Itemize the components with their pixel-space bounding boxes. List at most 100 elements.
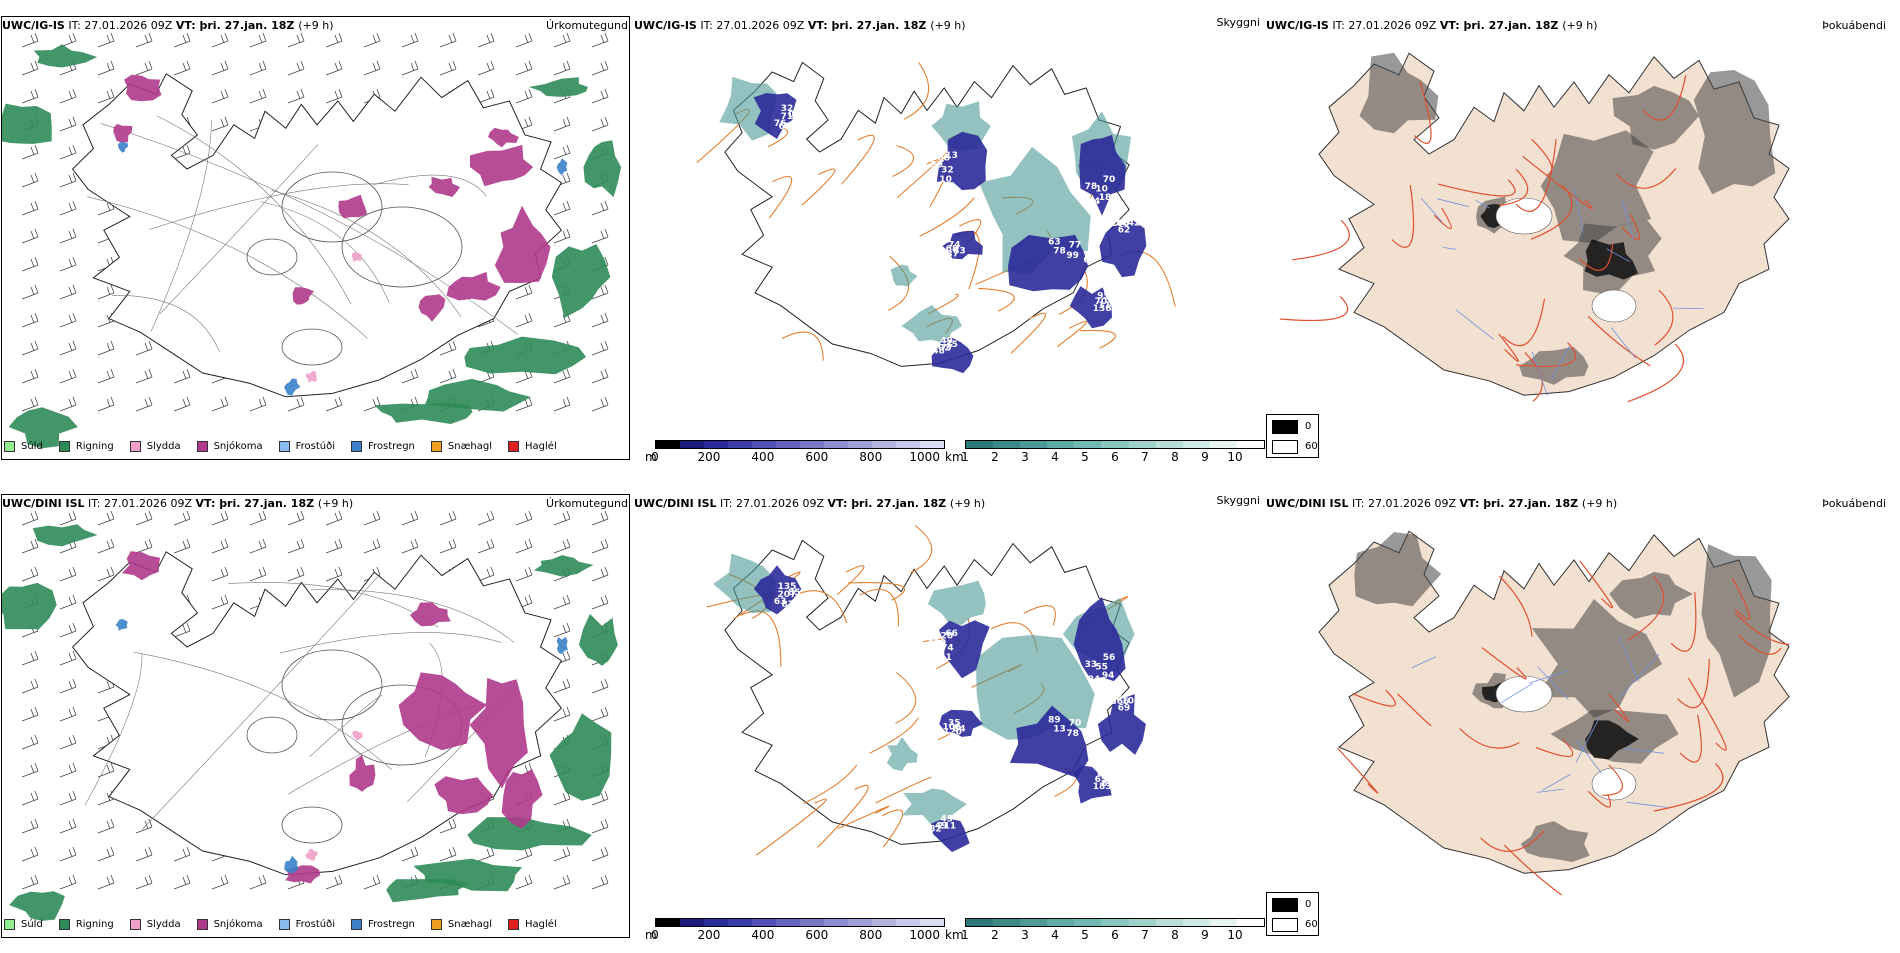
precip-type-map [2, 510, 618, 921]
legend-swatch [508, 440, 520, 452]
model-name: UWC/DINI ISL [634, 497, 717, 510]
init-time-value: 27.01.2026 09Z [736, 497, 828, 510]
fog-indicator-panel: UWC/DINI ISL IT: 27.01.2026 09Z VT: þri.… [1264, 478, 1900, 953]
visibility-label: 138 [1093, 304, 1112, 314]
fog-legend: 0 60 [1266, 892, 1319, 936]
visibility-label: 10 [939, 175, 952, 185]
height-unit: m [645, 450, 657, 464]
legend-swatch [351, 918, 362, 930]
valid-time-label: VT: [827, 497, 852, 510]
visibility-label: 59 [931, 161, 944, 171]
lead-time: (+9 h) [298, 19, 334, 32]
visibility-label: 87 [782, 600, 795, 610]
visibility-map: 3210637014895836408327818220270871067159… [696, 61, 1176, 374]
colorbar-tick: 4 [1051, 450, 1059, 464]
legend-label: Rigning [75, 440, 114, 452]
legend-label: Frostregn [368, 440, 415, 452]
visibility-label: 49 [940, 337, 953, 347]
visibility-label: 89 [1048, 715, 1061, 725]
legend-label: Snjókoma [213, 440, 263, 452]
visibility-label: 78 [1053, 246, 1066, 256]
visibility-colorbar: km 1 2 3 4 5 6 7 8 9 10 [945, 918, 1265, 944]
visibility-label: 84 [1088, 197, 1101, 207]
legend-item-snjókoma: Snjókoma [196, 440, 263, 452]
visibility-unit: km [945, 928, 964, 942]
model-name: UWC/IG-IS [1266, 19, 1329, 32]
fog-legend-label: 0 [1305, 899, 1312, 910]
legend-item-súld: Súld [4, 918, 43, 930]
lead-time: (+9 h) [1581, 497, 1618, 510]
visibility-label: 70 [1095, 297, 1108, 307]
visibility-label: 148 [926, 346, 945, 356]
visibility-label: 33 [1085, 660, 1098, 670]
visibility-label: 66 [945, 629, 958, 639]
visibility-label: 85 [788, 588, 801, 598]
colorbar-tick: 800 [859, 928, 883, 942]
colorbar-tick: 7 [1141, 928, 1149, 942]
visibility-label: 113 [1098, 301, 1117, 311]
colorbar-tick: 200 [697, 450, 721, 464]
model-name: UWC/IG-IS [2, 19, 65, 32]
terrain-height-colorbar: m 0 200 400 600 800 1000 [645, 918, 945, 944]
visibility-label: 32 [941, 166, 954, 176]
colorbar-tick: 9 [1201, 928, 1209, 942]
lead-time: (+9 h) [1562, 19, 1598, 32]
colorbar-tick: 1000 [909, 928, 940, 942]
fog-legend: 0 60 [1266, 414, 1319, 458]
init-time-value: 27.01.2026 09Z [1368, 497, 1460, 510]
colorbar-tick: 600 [805, 928, 829, 942]
init-time-label: IT: [88, 497, 105, 510]
visibility-label: 13 [1053, 724, 1066, 734]
visibility-label: 63 [774, 597, 787, 607]
model-name: UWC/DINI ISL [2, 497, 85, 510]
colorbar-tick: 2 [991, 928, 999, 942]
forecast-row-top: UWC/IG-IS IT: 27.01.2026 09Z VT: þri. 27… [0, 0, 1900, 475]
colorbar-tick: 400 [751, 450, 775, 464]
colorbar-tick: 10 [1227, 928, 1243, 942]
legend-swatch [351, 440, 362, 452]
visibility-label: 49 [935, 822, 948, 832]
visibility-panel-title: Skyggni [1216, 16, 1260, 29]
visibility-label: 142 [1122, 219, 1141, 229]
lead-time: (+9 h) [317, 497, 354, 510]
visibility-label: 13 [945, 151, 958, 161]
valid-time-label: VT: [195, 497, 220, 510]
legend-swatch [430, 918, 442, 930]
panel-header: UWC/IG-IS IT: 27.01.2026 09Z VT: þri. 27… [2, 19, 334, 32]
legend-label: Snjókoma [213, 918, 263, 930]
valid-time-value: þri. 27.jan. 18Z [199, 19, 299, 32]
valid-time-value: þri. 27.jan. 18Z [851, 497, 950, 510]
visibility-label: 99 [1066, 251, 1079, 261]
visibility-label: 866 [1111, 697, 1130, 707]
visibility-label: 63 [1048, 237, 1061, 247]
visibility-label: 77 [941, 344, 954, 354]
visibility-label: 83 [953, 246, 966, 256]
init-time-label: IT: [68, 19, 85, 32]
visibility-label: 32 [781, 104, 794, 114]
visibility-label: 420 [927, 639, 946, 649]
legend-label: Haglél [525, 440, 557, 452]
model-name: UWC/DINI ISL [1266, 497, 1349, 510]
visibility-label: 63 [1097, 770, 1110, 780]
fog-legend-swatch [1272, 440, 1298, 454]
colorbar-tick: 5 [1081, 450, 1089, 464]
init-time-label: IT: [1352, 497, 1369, 510]
lead-time: (+9 h) [949, 497, 986, 510]
legend-swatch [58, 440, 70, 452]
colorbar-tick: 3 [1021, 450, 1029, 464]
precip-map-frame [1, 494, 630, 938]
fog-legend-swatch [1272, 898, 1298, 912]
visibility-label: 120 [934, 631, 953, 641]
visibility-panel-title: Skyggni [1216, 494, 1260, 507]
legend-swatch [129, 440, 141, 452]
colorbar-tick: 4 [1051, 928, 1059, 942]
visibility-unit: km [945, 450, 964, 464]
precip-map-frame [1, 16, 630, 460]
visibility-label: 55 [1095, 663, 1108, 673]
legend-label: Súld [21, 440, 43, 452]
visibility-label: 635 [779, 122, 798, 132]
colorbar-tick: 10 [1227, 450, 1243, 464]
height-unit: m [645, 928, 657, 942]
fog-panel-title: Þokuábendi [1822, 497, 1886, 510]
valid-time-value: þri. 27.jan. 18Z [1463, 19, 1563, 32]
